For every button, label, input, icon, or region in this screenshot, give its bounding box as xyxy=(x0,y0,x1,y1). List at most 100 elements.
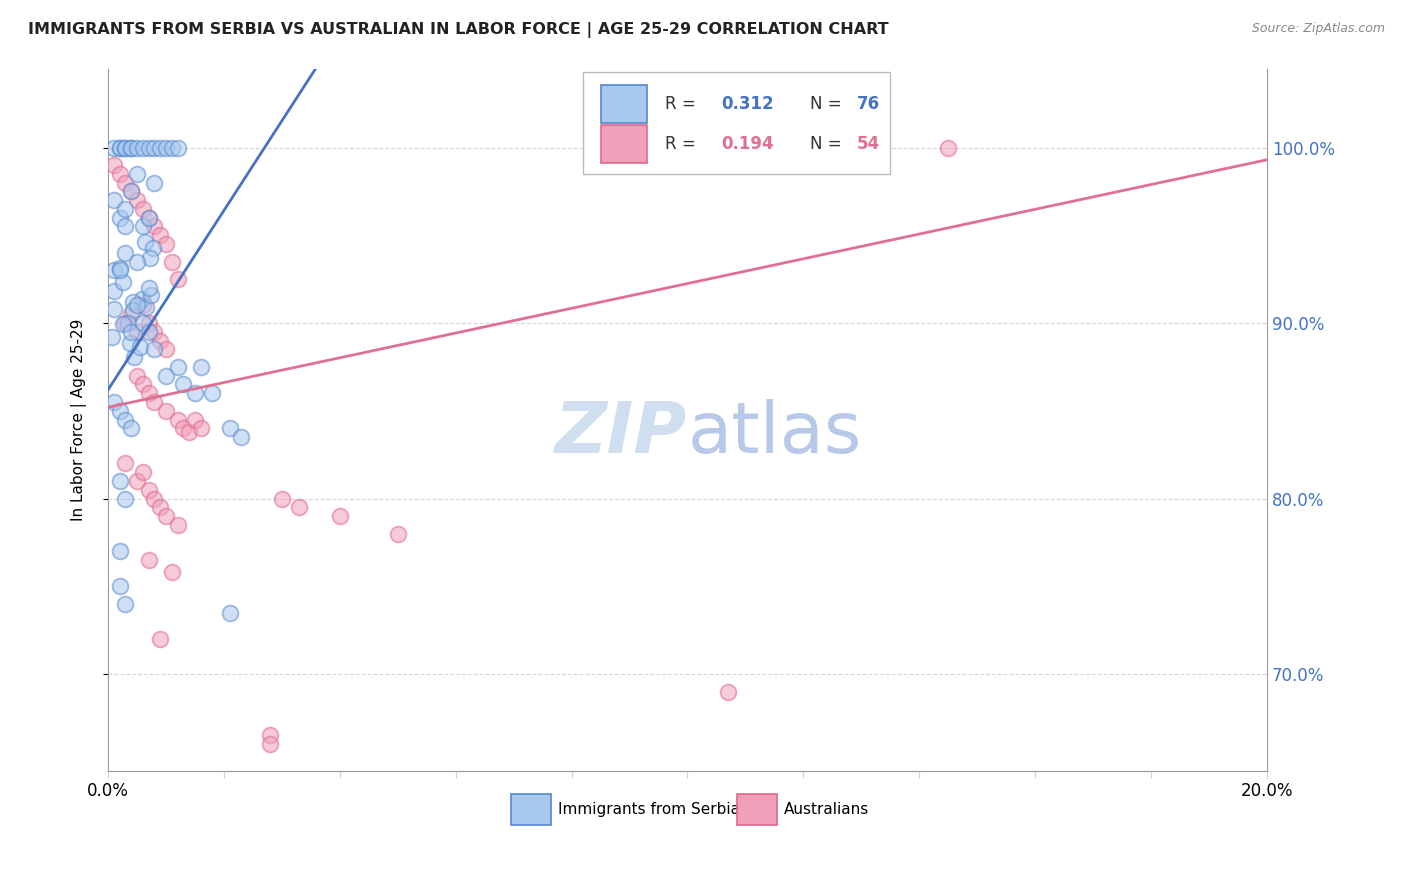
Point xyxy=(134,235,156,250)
Point xyxy=(114,491,136,506)
Point xyxy=(172,377,194,392)
Point xyxy=(936,140,959,154)
Point xyxy=(124,350,146,364)
Point xyxy=(143,325,166,339)
Point xyxy=(110,260,132,275)
Point xyxy=(155,343,177,357)
Point xyxy=(190,421,212,435)
Text: Australians: Australians xyxy=(783,802,869,817)
FancyBboxPatch shape xyxy=(583,72,890,174)
FancyBboxPatch shape xyxy=(600,85,647,122)
Point xyxy=(166,412,188,426)
Point xyxy=(138,325,160,339)
Point xyxy=(125,298,148,312)
Point xyxy=(108,167,131,181)
Point xyxy=(129,340,152,354)
Point xyxy=(149,632,172,646)
Point xyxy=(138,316,160,330)
Point xyxy=(120,325,142,339)
Text: atlas: atlas xyxy=(688,399,862,468)
Point xyxy=(103,301,125,316)
Point xyxy=(125,140,148,154)
Point xyxy=(114,412,136,426)
Point xyxy=(179,425,201,439)
Point xyxy=(125,368,148,383)
Point xyxy=(218,421,240,435)
Point xyxy=(143,395,166,409)
Point xyxy=(138,281,160,295)
Point xyxy=(114,597,136,611)
Point xyxy=(172,421,194,435)
Point xyxy=(166,140,188,154)
Text: R =: R = xyxy=(665,95,700,112)
Point xyxy=(155,404,177,418)
Point xyxy=(111,275,134,289)
Point xyxy=(132,140,155,154)
Point xyxy=(201,386,224,401)
Point xyxy=(160,566,183,580)
Point xyxy=(149,334,172,348)
Text: IMMIGRANTS FROM SERBIA VS AUSTRALIAN IN LABOR FORCE | AGE 25-29 CORRELATION CHAR: IMMIGRANTS FROM SERBIA VS AUSTRALIAN IN … xyxy=(28,22,889,38)
Point xyxy=(717,684,740,698)
Point xyxy=(108,404,131,418)
Point xyxy=(166,272,188,286)
Point xyxy=(160,254,183,268)
Text: Immigrants from Serbia: Immigrants from Serbia xyxy=(558,802,740,817)
Point xyxy=(120,421,142,435)
Point xyxy=(114,219,136,234)
Point xyxy=(155,368,177,383)
Point xyxy=(108,474,131,488)
Point xyxy=(120,185,142,199)
Point xyxy=(132,219,155,234)
Point xyxy=(387,526,409,541)
Point xyxy=(143,491,166,506)
Point xyxy=(121,295,143,310)
Point xyxy=(138,211,160,225)
Point xyxy=(160,140,183,154)
Point xyxy=(190,359,212,374)
Point xyxy=(166,517,188,532)
Point xyxy=(218,606,240,620)
Point xyxy=(139,251,162,265)
Point xyxy=(143,176,166,190)
Point xyxy=(184,412,207,426)
Point xyxy=(143,343,166,357)
Text: N =: N = xyxy=(810,136,845,153)
Point xyxy=(103,263,125,277)
Point xyxy=(120,140,142,154)
Text: ZIP: ZIP xyxy=(555,399,688,468)
Point xyxy=(101,330,124,344)
Point xyxy=(114,140,136,154)
Point xyxy=(120,185,142,199)
Point xyxy=(114,176,136,190)
Point xyxy=(108,140,131,154)
Point xyxy=(259,737,281,751)
Point xyxy=(112,318,135,332)
Point xyxy=(103,395,125,409)
Point xyxy=(138,140,160,154)
Text: 76: 76 xyxy=(856,95,880,112)
Point xyxy=(143,219,166,234)
Point xyxy=(149,140,172,154)
Point xyxy=(108,579,131,593)
FancyBboxPatch shape xyxy=(600,126,647,163)
Text: 0.194: 0.194 xyxy=(721,136,773,153)
Point xyxy=(108,544,131,558)
Point xyxy=(142,241,165,255)
Point xyxy=(125,167,148,181)
Point xyxy=(125,254,148,268)
Point xyxy=(108,140,131,154)
Y-axis label: In Labor Force | Age 25-29: In Labor Force | Age 25-29 xyxy=(72,318,87,521)
Point xyxy=(132,202,155,216)
Point xyxy=(329,509,352,524)
Point xyxy=(141,288,163,302)
Point xyxy=(114,140,136,154)
Point xyxy=(138,483,160,497)
Point xyxy=(120,307,142,321)
Point xyxy=(138,386,160,401)
Point xyxy=(125,193,148,207)
Point xyxy=(270,491,292,506)
Point xyxy=(118,336,141,351)
Text: 54: 54 xyxy=(856,136,880,153)
Point xyxy=(114,202,136,216)
